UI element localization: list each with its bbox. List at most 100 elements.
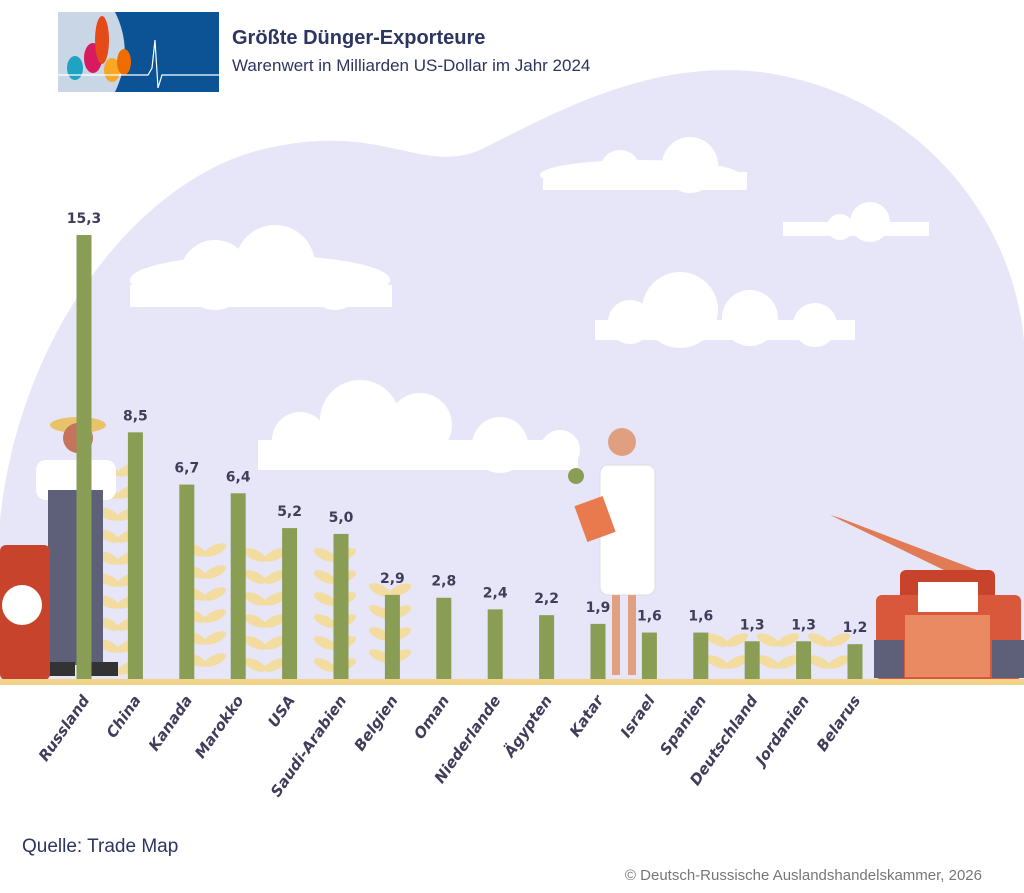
value-label: 1,3 bbox=[791, 617, 816, 633]
wheat-leaf bbox=[776, 655, 800, 669]
value-label: 15,3 bbox=[67, 211, 102, 227]
wheat-leaf bbox=[263, 636, 287, 650]
wheat-leaf bbox=[203, 587, 227, 601]
wheat-leaf bbox=[243, 636, 267, 650]
wheat-leaf bbox=[263, 658, 287, 672]
bar-china bbox=[127, 432, 143, 679]
wheat-leaf bbox=[705, 633, 729, 647]
wheat-leaf bbox=[756, 655, 780, 669]
wheat-leaf bbox=[827, 655, 851, 669]
value-label: 1,2 bbox=[843, 620, 868, 636]
bar-saudi-arabien bbox=[333, 533, 349, 679]
value-label: 1,3 bbox=[740, 617, 765, 633]
wheat-leaf bbox=[263, 548, 287, 562]
wheat-leaf bbox=[368, 583, 392, 597]
clouds bbox=[130, 137, 929, 473]
harvester-illustration bbox=[830, 515, 1024, 680]
wheat-leaf bbox=[203, 653, 227, 667]
bar-belarus bbox=[847, 644, 863, 679]
wheat-leaf bbox=[756, 633, 780, 647]
wheat-leaf bbox=[243, 658, 267, 672]
wheat-leaf bbox=[313, 636, 337, 650]
wheat-leaf bbox=[313, 658, 337, 672]
value-label: 8,5 bbox=[123, 408, 148, 424]
category-label: USA bbox=[264, 692, 299, 731]
value-label: 5,2 bbox=[277, 504, 302, 520]
copyright-note: © Deutsch-Russische Auslandshandelskamme… bbox=[624, 867, 982, 884]
category-label: Oman bbox=[410, 692, 453, 743]
background-blob bbox=[0, 70, 1024, 681]
bar-belgien bbox=[384, 594, 400, 679]
cloud bbox=[540, 137, 747, 193]
wheat-leaf bbox=[243, 614, 267, 628]
wheat-leaf bbox=[243, 592, 267, 606]
value-label: 1,9 bbox=[586, 600, 611, 616]
wheat-leaf bbox=[203, 565, 227, 579]
wheat-leaf bbox=[388, 583, 412, 597]
ground-line bbox=[0, 679, 1024, 685]
wheat-leaf bbox=[807, 655, 831, 669]
wheat-leaf bbox=[725, 655, 749, 669]
bar-deutschland bbox=[744, 641, 760, 679]
wheat-leaf bbox=[313, 548, 337, 562]
category-label: Israel bbox=[617, 691, 659, 741]
source-note: Quelle: Trade Map bbox=[22, 836, 179, 857]
category-label: Marokko bbox=[191, 692, 247, 762]
value-label: 1,6 bbox=[688, 609, 713, 625]
bar-marokko bbox=[230, 493, 246, 679]
category-label: Belgien bbox=[351, 692, 402, 754]
wheat-leaf bbox=[263, 570, 287, 584]
category-label: Kanada bbox=[145, 692, 196, 754]
wheat-leaf bbox=[203, 609, 227, 623]
value-label: 2,2 bbox=[534, 591, 559, 607]
cloud bbox=[258, 380, 580, 473]
category-label: Katar bbox=[566, 691, 608, 741]
value-label: 1,6 bbox=[637, 609, 662, 625]
scientist-illustration bbox=[568, 428, 656, 675]
category-label: Spanien bbox=[656, 692, 710, 758]
chart-title: Größte Dünger-Exporteure bbox=[232, 27, 486, 49]
farmer-illustration bbox=[36, 417, 118, 676]
value-label: 2,9 bbox=[380, 571, 405, 587]
bar-israel bbox=[641, 632, 657, 679]
category-label: Russland bbox=[35, 692, 93, 765]
wheat-leaf bbox=[243, 548, 267, 562]
wheat-leaf bbox=[203, 543, 227, 557]
value-label: 2,4 bbox=[483, 585, 508, 601]
value-label: 6,4 bbox=[226, 469, 251, 485]
bar-spanien bbox=[693, 632, 709, 679]
cloud bbox=[595, 272, 855, 348]
bar-jordanien bbox=[796, 641, 812, 679]
wheat-leaf bbox=[203, 631, 227, 645]
wheat-leaf bbox=[313, 570, 337, 584]
bar-katar bbox=[590, 623, 606, 679]
wheat-leaf bbox=[776, 633, 800, 647]
chart-subtitle: Warenwert in Milliarden US-Dollar im Jah… bbox=[232, 56, 591, 75]
bar-russland bbox=[76, 235, 92, 679]
value-label: 6,7 bbox=[174, 461, 199, 477]
wheat-leaf bbox=[725, 633, 749, 647]
bar-kanada bbox=[179, 484, 195, 679]
wheat-leaf bbox=[705, 655, 729, 669]
bar-niederlande bbox=[487, 609, 503, 679]
category-label: China bbox=[103, 692, 145, 741]
cloud bbox=[783, 202, 929, 242]
wheat-leaf bbox=[263, 614, 287, 628]
bar-usa bbox=[282, 528, 298, 679]
wheat-leaf bbox=[313, 592, 337, 606]
logo bbox=[58, 12, 219, 92]
wheat-leaf bbox=[313, 614, 337, 628]
wheat-leaf bbox=[263, 592, 287, 606]
bar-oman bbox=[436, 597, 452, 679]
value-label: 5,0 bbox=[329, 510, 354, 526]
wheat-leaf bbox=[807, 633, 831, 647]
category-label: Ägypten bbox=[499, 691, 556, 761]
fertilizer-sack-illustration bbox=[0, 545, 50, 680]
wheat-leaf bbox=[827, 633, 851, 647]
bar-ägypten bbox=[539, 615, 555, 679]
wheat-leaf bbox=[243, 570, 267, 584]
value-label: 2,8 bbox=[431, 574, 456, 590]
category-label: Belarus bbox=[813, 692, 864, 755]
cloud bbox=[130, 225, 392, 310]
